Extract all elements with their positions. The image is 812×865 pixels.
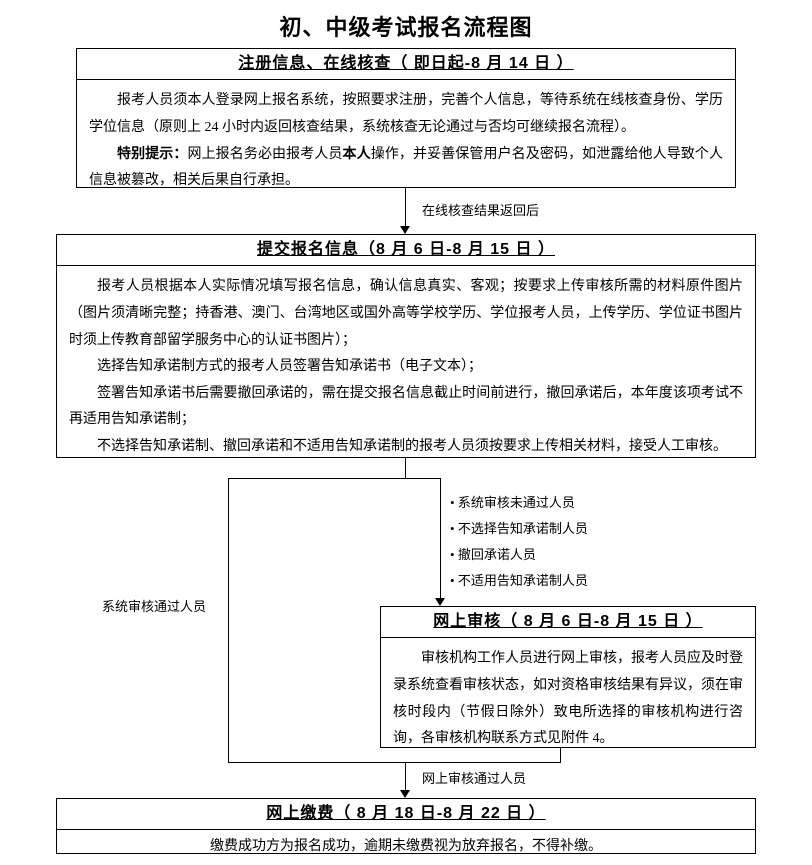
bullet-item: 不适用告知承诺制人员: [450, 568, 588, 594]
edge-right-branch-arrow: [435, 598, 445, 606]
node-register-header: 注册信息、在线核查（ 即日起-8 月 14 日 ）: [77, 49, 735, 80]
bullet-item: 系统审核未通过人员: [450, 490, 588, 516]
node-submit-body: 报考人员根据本人实际情况填写报名信息，确认信息真实、客观；按要求上传审核所需的材…: [57, 266, 755, 470]
node-review: 网上审核（ 8 月 6 日-8 月 15 日 ） 审核机构工作人员进行网上审核，…: [380, 606, 756, 748]
node-payment-header: 网上缴费（ 8 月 18 日-8 月 22 日 ）: [57, 799, 755, 830]
edge-register-submit-line: [405, 188, 406, 226]
edge-right-branch-vline: [440, 478, 441, 598]
edge-submit-branch-vline: [405, 458, 406, 478]
node-submit: 提交报名信息（8 月 6 日-8 月 15 日 ） 报考人员根据本人实际情况填写…: [56, 234, 756, 458]
edge-label-sys-pass: 系统审核通过人员: [100, 596, 208, 615]
edge-review-payment-vline1: [405, 762, 406, 790]
edge-left-branch-vline: [228, 478, 229, 762]
page-title: 初、中级考试报名流程图: [0, 10, 812, 42]
edge-register-submit-arrow: [400, 226, 410, 234]
node-review-body: 审核机构工作人员进行网上审核，报考人员应及时登录系统查看审核状态，如对资格审核结…: [381, 638, 755, 762]
edge-to-payment-arrow: [400, 790, 410, 798]
bullet-item: 不选择告知承诺制人员: [450, 516, 588, 542]
edge-review-to-center-hline: [405, 762, 561, 763]
edge-left-to-payment-hline: [228, 762, 406, 763]
edge-label-online-pass: 网上审核通过人员: [420, 768, 528, 787]
bullet-list: 系统审核未通过人员不选择告知承诺制人员撤回承诺人员不适用告知承诺制人员: [450, 490, 588, 594]
node-register-body: 报考人员须本人登录网上报名系统，按照要求注册，完善个人信息，等待系统在线核查身份…: [77, 80, 735, 204]
edge-review-down-vline: [560, 748, 561, 762]
node-review-header: 网上审核（ 8 月 6 日-8 月 15 日 ）: [381, 607, 755, 638]
bullet-item: 撤回承诺人员: [450, 542, 588, 568]
edge-branch-hline: [228, 478, 440, 479]
node-payment: 网上缴费（ 8 月 18 日-8 月 22 日 ） 缴费成功方为报名成功，逾期未…: [56, 798, 756, 854]
node-submit-header: 提交报名信息（8 月 6 日-8 月 15 日 ）: [57, 235, 755, 266]
node-register: 注册信息、在线核查（ 即日起-8 月 14 日 ） 报考人员须本人登录网上报名系…: [76, 48, 736, 188]
edge-label-after-check: 在线核查结果返回后: [420, 200, 541, 219]
